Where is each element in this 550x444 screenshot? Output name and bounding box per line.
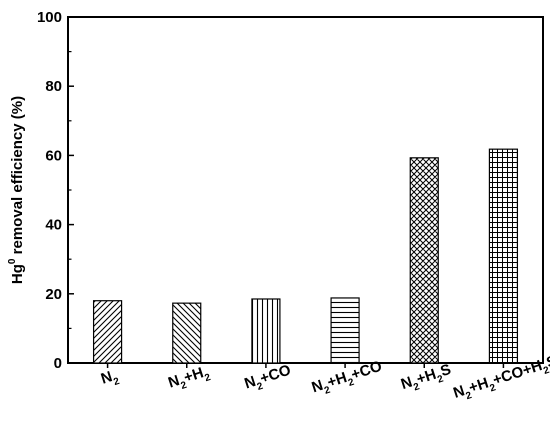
bar-n2-plus-co — [251, 298, 281, 364]
y-tick-label: 20 — [45, 286, 62, 303]
y-tick-label: 0 — [54, 355, 62, 372]
bar-n2 — [92, 300, 123, 364]
plot-frame — [67, 16, 544, 364]
x-category-label: N2+H2S — [399, 361, 455, 397]
x-category-label: N2+CO — [242, 361, 294, 396]
y-axis-label: Hg0 removal efficiency (%) — [7, 96, 26, 284]
x-category-label: N2 — [99, 366, 122, 391]
x-category-label: N2+H2+CO+H2S — [451, 352, 550, 405]
bar-n2-plus-h2s — [409, 157, 439, 364]
bar-n2-plus-h2-plus-co — [330, 297, 360, 364]
y-tick-label: 100 — [37, 9, 62, 26]
x-category-label: N2+H2 — [166, 362, 212, 395]
y-tick-label: 80 — [45, 78, 62, 95]
bar-n2-plus-h2-plus-co-plus-h2s — [488, 148, 519, 364]
y-tick-label: 40 — [45, 217, 62, 234]
bar-n2-plus-h2 — [172, 302, 202, 364]
y-tick-label: 60 — [45, 147, 62, 164]
